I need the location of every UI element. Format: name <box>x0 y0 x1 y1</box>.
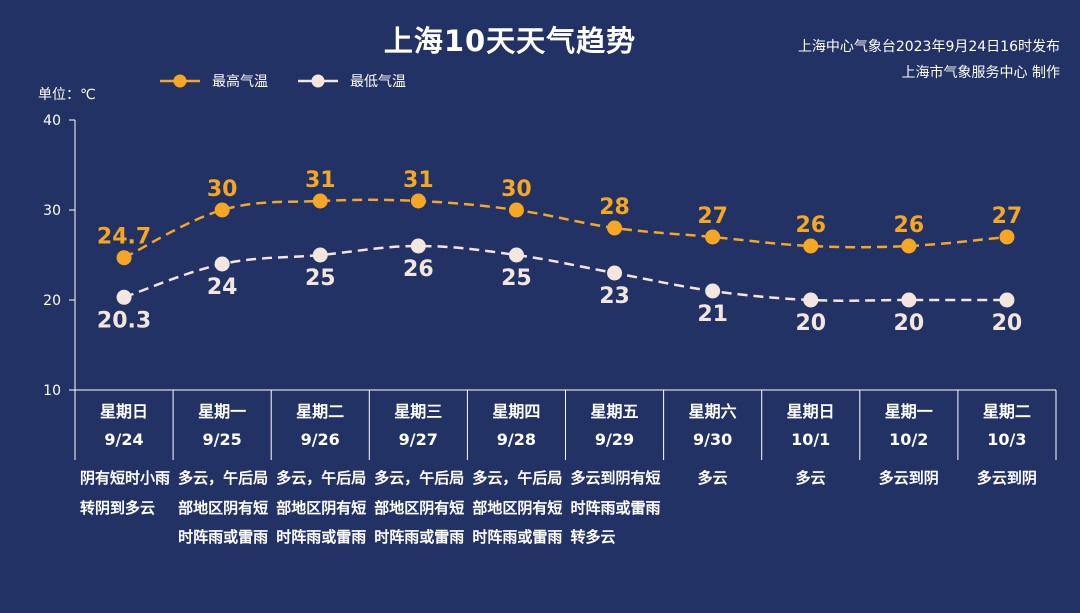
legend-item-low: 最低气温 <box>298 71 406 91</box>
data-point-low <box>803 292 819 308</box>
data-label-low: 20.3 <box>97 308 151 333</box>
data-point-low <box>901 292 917 308</box>
data-label-high: 26 <box>795 213 826 238</box>
data-label-high: 31 <box>403 168 434 193</box>
y-tick-label: 20 <box>43 293 61 309</box>
data-label-low: 25 <box>501 266 532 291</box>
data-point-low <box>705 283 721 299</box>
weekday-label: 星期一 <box>198 402 247 421</box>
y-tick-label: 30 <box>43 203 61 219</box>
weekday-label: 星期四 <box>492 402 541 421</box>
weekday-label: 星期二 <box>982 402 1031 421</box>
legend: 最高气温 最低气温 <box>160 70 436 92</box>
data-point-low <box>999 292 1015 308</box>
data-label-low: 20 <box>795 311 826 336</box>
data-point-high <box>705 229 721 245</box>
data-label-low: 20 <box>894 311 925 336</box>
weekday-label: 星期六 <box>688 402 737 421</box>
day-header: 星期五 9/29 <box>566 398 664 454</box>
data-point-high <box>803 238 819 254</box>
y-tick-label: 40 <box>43 113 61 129</box>
day-header: 星期日 9/24 <box>75 398 173 454</box>
date-label: 9/29 <box>594 430 635 449</box>
weather-description: 多云 <box>795 469 826 487</box>
data-point-high <box>312 193 328 209</box>
data-label-high: 30 <box>501 177 532 202</box>
day-header: 星期日 10/1 <box>762 398 860 454</box>
date-label: 9/27 <box>398 430 438 449</box>
issuer-line-2: 上海市气象服务中心 制作 <box>901 65 1060 81</box>
series-line-high <box>123 198 1008 259</box>
date-label: 10/1 <box>791 430 831 449</box>
weekday-label: 星期二 <box>296 402 345 421</box>
data-label-low: 25 <box>305 266 336 291</box>
weather-description: 多云到阴 <box>878 469 939 487</box>
day-header: 星期六 9/30 <box>664 398 762 454</box>
date-label: 9/28 <box>496 430 537 449</box>
series-line-low <box>123 244 1007 302</box>
issuer-line-1: 上海中心气象台2023年9月24日16时发布 <box>797 39 1060 55</box>
legend-label-high: 最高气温 <box>212 74 268 90</box>
data-point-low <box>214 256 230 272</box>
data-label-low: 21 <box>697 302 728 327</box>
weather-description: 多云，午后局部地区阴有短时阵雨或雷雨 <box>178 469 269 546</box>
weather-description: 多云，午后局部地区阴有短时阵雨或雷雨 <box>472 469 563 546</box>
data-point-high <box>116 250 132 266</box>
data-point-high <box>214 202 230 218</box>
data-label-low: 26 <box>403 257 434 282</box>
weather-description: 多云到阴有短时阵雨或雷雨转多云 <box>570 469 661 546</box>
data-label-high: 27 <box>697 204 728 229</box>
day-header: 星期二 9/26 <box>271 398 369 454</box>
legend-label-low: 最低气温 <box>350 74 406 90</box>
weather-description: 多云 <box>697 469 728 487</box>
day-header: 星期二 10/3 <box>958 398 1056 454</box>
data-label-high: 24.7 <box>97 225 151 250</box>
data-label-high: 26 <box>894 213 925 238</box>
data-label-high: 30 <box>207 177 238 202</box>
weekday-label: 星期日 <box>99 402 148 421</box>
weekday-label: 星期一 <box>884 402 933 421</box>
weather-description: 阴有短时小雨转阴到多云 <box>80 469 171 517</box>
data-point-low <box>410 238 426 254</box>
data-label-high: 31 <box>305 168 336 193</box>
chart-title: 上海10天天气趋势 <box>383 24 637 58</box>
data-label-low: 24 <box>207 275 238 300</box>
data-point-low <box>312 247 328 263</box>
y-tick-label: 10 <box>43 383 61 399</box>
legend-item-high: 最高气温 <box>160 71 268 91</box>
data-point-high <box>607 220 623 236</box>
day-header: 星期四 9/28 <box>467 398 565 454</box>
day-header: 星期一 9/25 <box>173 398 271 454</box>
weather-description: 多云，午后局部地区阴有短时阵雨或雷雨 <box>374 469 465 546</box>
data-label-high: 27 <box>992 204 1023 229</box>
legend-marker-low <box>298 74 338 88</box>
data-point-high <box>901 238 917 254</box>
date-label: 9/24 <box>104 430 144 449</box>
data-point-high <box>999 229 1015 245</box>
date-label: 10/2 <box>889 430 929 449</box>
data-point-low <box>607 265 623 281</box>
weather-description: 多云到阴 <box>976 469 1037 487</box>
data-point-low <box>116 289 132 305</box>
weekday-label: 星期三 <box>394 402 443 421</box>
weekday-label: 星期五 <box>590 402 639 421</box>
day-header: 星期三 9/27 <box>369 398 467 454</box>
legend-marker-high <box>160 74 200 88</box>
date-label: 10/3 <box>987 430 1027 449</box>
issuer-info: 上海中心气象台2023年9月24日16时发布 上海市气象服务中心 制作 <box>798 34 1060 86</box>
data-label-low: 23 <box>599 284 630 309</box>
data-point-high <box>508 202 524 218</box>
y-axis-unit-label: 单位：℃ <box>38 87 96 103</box>
data-point-high <box>410 193 426 209</box>
day-header: 星期一 10/2 <box>860 398 958 454</box>
date-label: 9/30 <box>692 430 733 449</box>
date-label: 9/26 <box>300 430 340 449</box>
weekday-label: 星期日 <box>786 402 835 421</box>
weather-description: 多云，午后局部地区阴有短时阵雨或雷雨 <box>276 469 367 546</box>
data-label-low: 20 <box>992 311 1023 336</box>
date-label: 9/25 <box>202 430 242 449</box>
data-point-low <box>508 247 524 263</box>
data-label-high: 28 <box>599 195 630 220</box>
